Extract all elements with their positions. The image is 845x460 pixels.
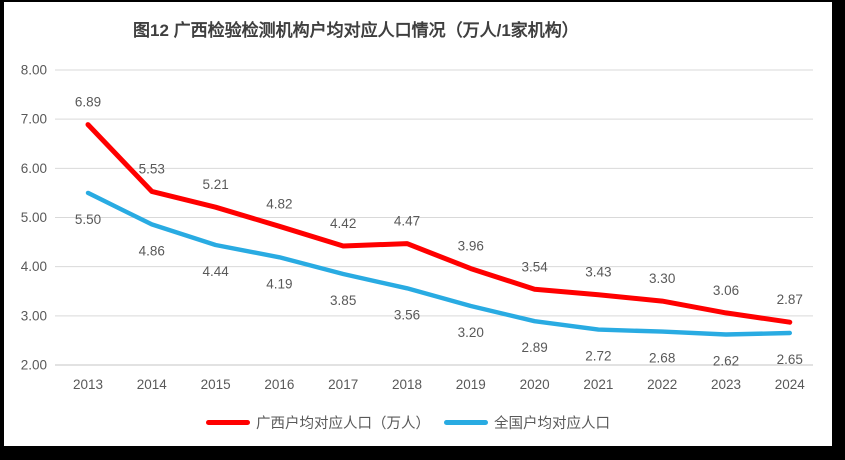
x-axis-tick-label: 2013 xyxy=(73,377,103,392)
legend-item-national: 全国户均对应人口 xyxy=(444,412,610,433)
national-data-label: 5.50 xyxy=(75,212,101,227)
legend-label-national: 全国户均对应人口 xyxy=(494,416,610,432)
y-axis-tick-label: 2.00 xyxy=(21,358,47,373)
x-axis-tick-label: 2023 xyxy=(711,377,741,392)
y-axis-tick-label: 5.00 xyxy=(21,210,47,225)
guangxi-series-line xyxy=(85,122,793,325)
guangxi-data-label: 3.06 xyxy=(713,283,739,298)
guangxi-data-label: 3.96 xyxy=(458,239,484,254)
guangxi-data-label: 5.53 xyxy=(139,161,165,176)
guangxi-line-swatch-icon xyxy=(206,420,250,425)
y-axis-tick-label: 4.00 xyxy=(21,259,47,274)
legend-item-guangxi: 广西户均对应人口（万人） xyxy=(206,412,430,433)
national-series-line xyxy=(85,190,792,337)
national-line-swatch-icon xyxy=(444,420,488,425)
y-axis-tick-label: 8.00 xyxy=(21,62,47,77)
frame-border-top xyxy=(0,0,845,2)
national-data-label: 2.62 xyxy=(713,354,739,369)
x-axis-tick-label: 2021 xyxy=(583,377,613,392)
frame-border-right xyxy=(832,0,845,460)
y-axis-tick-label: 6.00 xyxy=(21,161,47,176)
guangxi-data-label: 5.21 xyxy=(202,177,228,192)
x-axis-tick-label: 2017 xyxy=(328,377,358,392)
national-data-label: 2.89 xyxy=(521,340,547,355)
x-axis-tick-label: 2024 xyxy=(775,377,806,392)
national-data-label: 3.56 xyxy=(394,307,420,322)
x-axis-tick-label: 2015 xyxy=(201,377,231,392)
y-axis-tick-label: 3.00 xyxy=(21,308,47,323)
x-axis-tick-label: 2020 xyxy=(520,377,550,392)
x-axis-tick-label: 2022 xyxy=(647,377,677,392)
legend-label-guangxi: 广西户均对应人口（万人） xyxy=(256,416,430,432)
guangxi-data-label: 6.89 xyxy=(75,95,101,110)
guangxi-data-label: 4.47 xyxy=(394,214,420,229)
national-data-label: 3.20 xyxy=(458,325,484,340)
guangxi-data-label: 3.30 xyxy=(649,271,675,286)
national-data-label: 2.68 xyxy=(649,351,675,366)
guangxi-data-label: 3.54 xyxy=(521,259,548,274)
national-data-label: 3.85 xyxy=(330,293,356,308)
y-axis-tick-label: 7.00 xyxy=(21,112,47,127)
frame-border-bottom xyxy=(0,446,845,460)
chart-title: 图12 广西检验检测机构户均对应人口情况（万人/1家机构） xyxy=(133,21,579,40)
national-data-label: 4.44 xyxy=(202,264,229,279)
x-axis-tick-label: 2018 xyxy=(392,377,422,392)
guangxi-data-label: 3.43 xyxy=(585,265,611,280)
national-data-label: 4.86 xyxy=(139,243,165,258)
x-axis-tick-label: 2014 xyxy=(137,377,168,392)
national-data-label: 2.65 xyxy=(777,352,803,367)
guangxi-data-label: 4.82 xyxy=(266,196,292,211)
national-data-label: 4.19 xyxy=(266,276,292,291)
x-axis-tick-label: 2016 xyxy=(264,377,294,392)
legend: 广西户均对应人口（万人） 全国户均对应人口 xyxy=(206,412,610,433)
x-axis-tick-label: 2019 xyxy=(456,377,486,392)
frame-border-left xyxy=(0,0,4,460)
guangxi-data-label: 4.42 xyxy=(330,216,356,231)
guangxi-data-label: 2.87 xyxy=(777,292,803,307)
national-data-label: 2.72 xyxy=(585,349,611,364)
